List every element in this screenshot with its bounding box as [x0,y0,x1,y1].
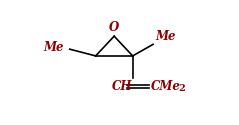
Text: Me: Me [43,41,63,54]
Text: Me: Me [155,30,175,43]
Text: CMe: CMe [151,80,181,93]
Text: O: O [109,21,119,34]
Text: 2: 2 [178,84,185,93]
Text: CH: CH [112,80,133,93]
